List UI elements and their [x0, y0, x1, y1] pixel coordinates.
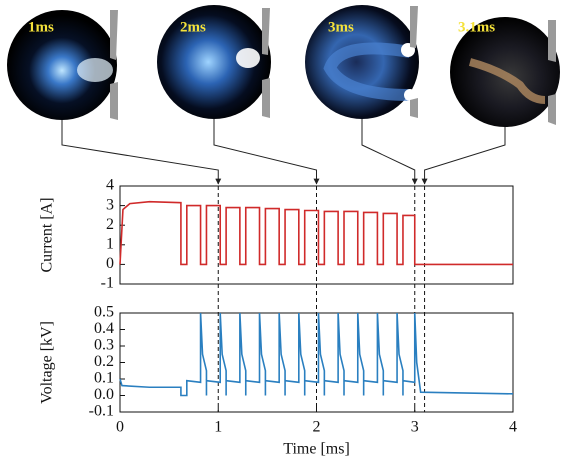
photo: [157, 5, 271, 119]
y-tick-label: 0.5: [94, 304, 114, 321]
y-tick-label: 0.0: [94, 386, 114, 403]
y-tick-label: 0.2: [94, 353, 114, 370]
x-tick-label: 1: [214, 419, 222, 436]
y-tick-label: 1: [106, 235, 114, 252]
x-tick-label: 2: [313, 419, 321, 436]
connector: [362, 119, 415, 184]
photo-label: 3.1ms: [458, 19, 495, 35]
photo-label: 3ms: [328, 19, 354, 35]
photo: [7, 10, 118, 120]
y-tick-label: -0.1: [89, 403, 114, 420]
x-tick-label: 4: [509, 419, 517, 436]
photo-label: 2ms: [180, 19, 206, 35]
y-tick-label: 0: [106, 255, 114, 272]
y-tick-label: 0.4: [94, 320, 114, 337]
x-axis-label: Time [ms]: [283, 441, 350, 458]
y-tick-label: 0.1: [94, 370, 114, 387]
photo-label: 1ms: [28, 19, 54, 35]
y-axis-label: Voltage [kV]: [39, 321, 56, 404]
y-tick-label: -1: [101, 275, 114, 292]
y-tick-label: 2: [106, 216, 114, 233]
y-tick-label: 4: [106, 177, 114, 194]
photo: [305, 5, 419, 119]
y-tick-label: 0.3: [94, 337, 114, 354]
connector: [62, 120, 218, 184]
x-tick-label: 3: [411, 419, 419, 436]
data-line: [120, 202, 513, 265]
x-tick-label: 0: [116, 419, 124, 436]
connector: [214, 119, 317, 184]
figure: 1ms2ms3ms3.1ms43210-1Current [A]0.50.40.…: [0, 0, 566, 470]
y-tick-label: 3: [106, 196, 114, 213]
connector: [425, 127, 505, 184]
y-axis-label: Current [A]: [39, 197, 56, 272]
